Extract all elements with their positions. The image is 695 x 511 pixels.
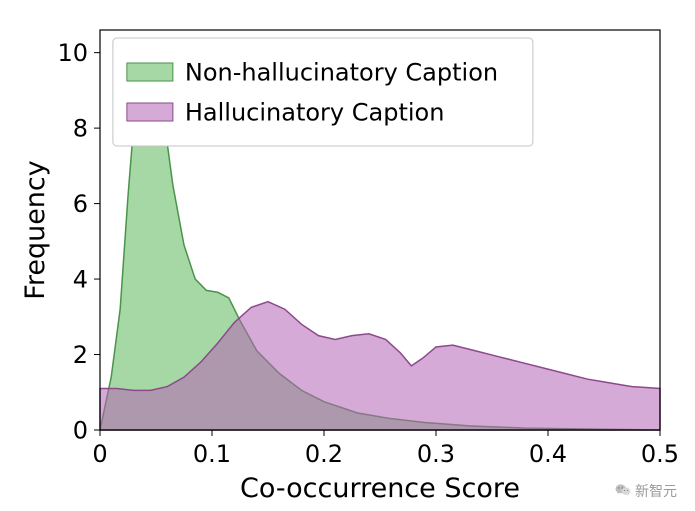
y-tick-label: 6: [73, 190, 88, 218]
x-axis-label: Co-occurrence Score: [240, 473, 520, 504]
watermark-text: 新智元: [635, 481, 677, 501]
x-tick-label: 0.4: [529, 440, 567, 468]
density-chart: 0 0.1 0.2 0.3 0.4 0.5 Co-occurrence Score 0 2 4 6 8…: [0, 0, 695, 511]
x-tick-label: 0.1: [193, 440, 231, 468]
legend-label: Non-hallucinatory Caption: [185, 58, 498, 86]
x-tick-label: 0.5: [641, 440, 679, 468]
y-tick-label: 10: [57, 39, 88, 67]
watermark: 新智元: [615, 481, 677, 501]
legend-frame: [113, 38, 533, 146]
legend-label: Hallucinatory Caption: [185, 98, 445, 126]
x-tick-label: 0.3: [417, 440, 455, 468]
y-tick-label: 2: [73, 341, 88, 369]
legend-swatch: [127, 63, 173, 81]
x-tick-label: 0: [92, 440, 107, 468]
y-axis-label: Frequency: [20, 160, 51, 300]
wechat-icon: [615, 483, 631, 500]
y-tick-label: 8: [73, 115, 88, 143]
legend: Non-hallucinatory Caption Hallucinatory C…: [113, 38, 533, 146]
legend-swatch: [127, 103, 173, 121]
x-tick-label: 0.2: [305, 440, 343, 468]
y-tick-label: 0: [73, 416, 88, 444]
y-tick-label: 4: [73, 265, 88, 293]
